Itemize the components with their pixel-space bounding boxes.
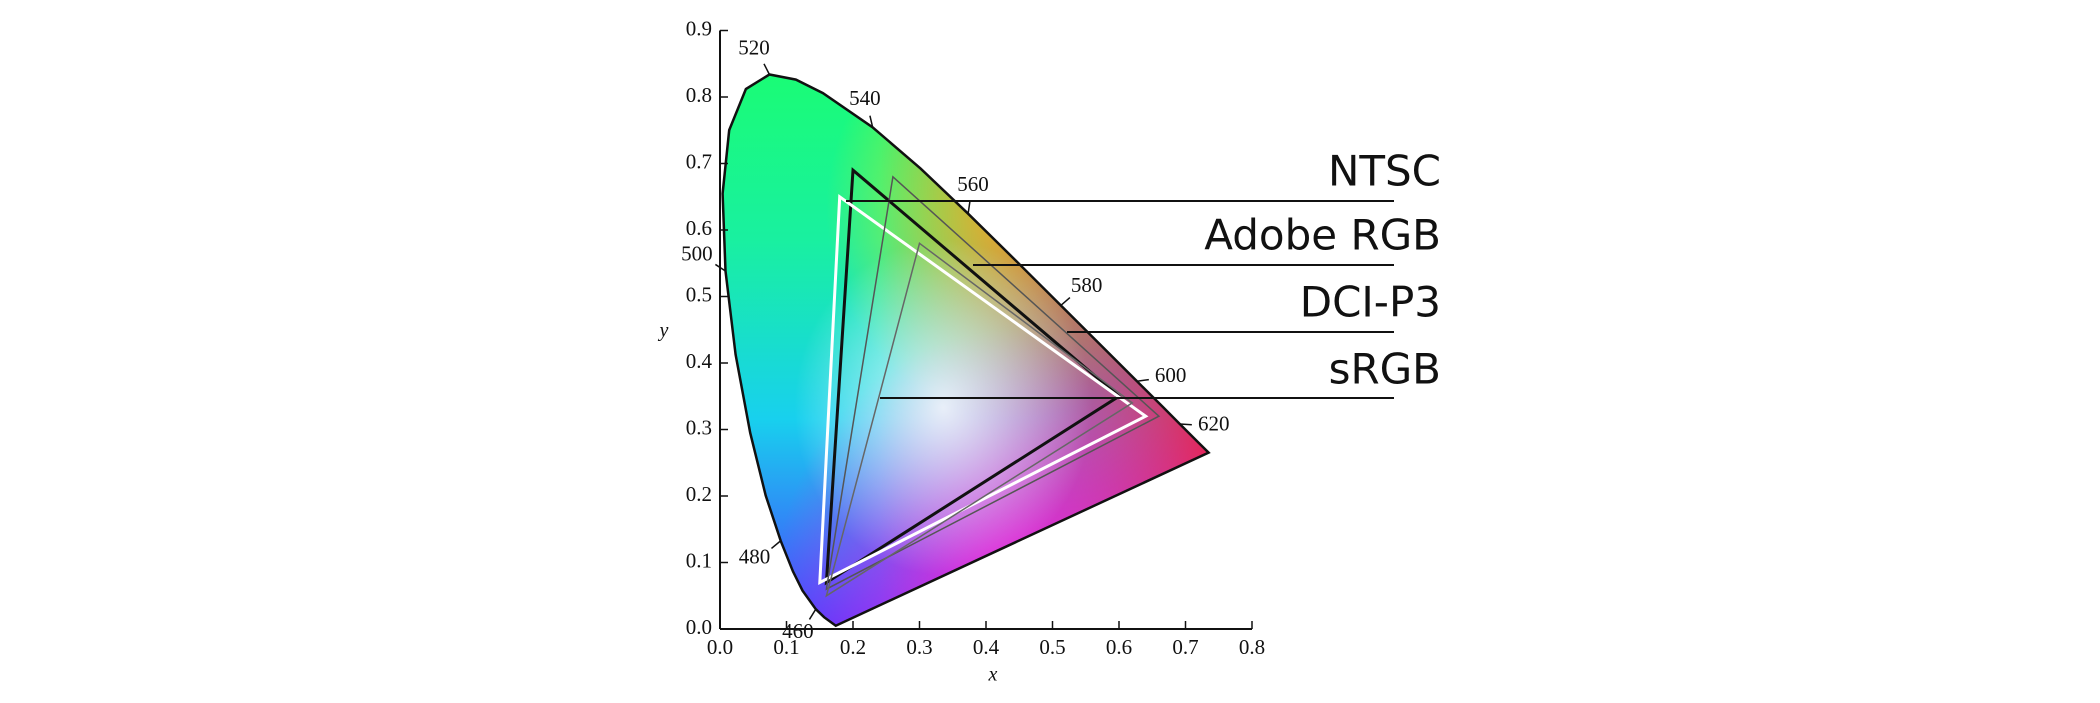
wavelength-label: 500 — [681, 242, 713, 266]
y-tick-label: 0.8 — [686, 83, 712, 107]
wavelength-tick — [770, 540, 782, 549]
gamut-triangle — [818, 193, 1149, 586]
x-tick-label: 0.3 — [906, 635, 932, 659]
wavelength-label: 600 — [1155, 363, 1187, 387]
wavelength-tick — [869, 115, 874, 128]
x-tick-label: 0.7 — [1172, 635, 1198, 659]
wavelength-tick — [967, 201, 971, 214]
legend-label: DCI-P3 — [1300, 278, 1441, 327]
y-tick-label: 0.4 — [686, 349, 713, 373]
gamut-triangle — [824, 167, 1122, 586]
gradient-layer — [722, 74, 1209, 626]
wavelength-tick — [1060, 297, 1071, 306]
wavelength-label: 560 — [957, 172, 989, 196]
wavelength-label: 460 — [782, 619, 814, 643]
y-tick-label: 0.0 — [686, 615, 712, 639]
x-tick-label: 0.8 — [1239, 635, 1265, 659]
y-tick-label: 0.3 — [686, 415, 712, 439]
y-tick-label: 0.9 — [686, 16, 712, 40]
y-tick-label: 0.6 — [686, 216, 712, 240]
wavelength-label: 480 — [739, 544, 771, 568]
wavelength-label: 620 — [1198, 411, 1230, 435]
wavelength-tick — [808, 608, 817, 620]
gamut-triangle — [825, 175, 1161, 591]
wavelength-tick — [763, 63, 771, 75]
x-tick-label: 0.6 — [1106, 635, 1132, 659]
spectral-locus — [721, 73, 1211, 628]
y-tick-label: 0.2 — [686, 482, 712, 506]
gamut-triangle — [825, 242, 1134, 598]
x-tick-label: 0.2 — [840, 635, 866, 659]
wavelength-label: 540 — [849, 86, 881, 110]
x-tick-label: 0.4 — [973, 635, 1000, 659]
legend-label: Adobe RGB — [1204, 211, 1441, 260]
x-axis-label: x — [988, 664, 998, 686]
y-tick-label: 0.7 — [686, 149, 712, 173]
wavelength-label: 520 — [738, 35, 770, 59]
legend-label: sRGB — [1329, 345, 1441, 394]
wavelength-label: 580 — [1071, 273, 1103, 297]
x-tick-label: 0.0 — [707, 635, 733, 659]
y-axis-label: y — [658, 320, 669, 342]
wavelength-tick — [1179, 423, 1192, 426]
y-tick-label: 0.1 — [686, 548, 712, 572]
y-tick-label: 0.5 — [686, 282, 712, 306]
x-tick-label: 0.1 — [773, 635, 799, 659]
x-tick-label: 0.5 — [1039, 635, 1065, 659]
legend-label: NTSC — [1328, 147, 1441, 196]
wavelength-tick — [1136, 378, 1149, 383]
locus-fill — [722, 74, 1209, 626]
